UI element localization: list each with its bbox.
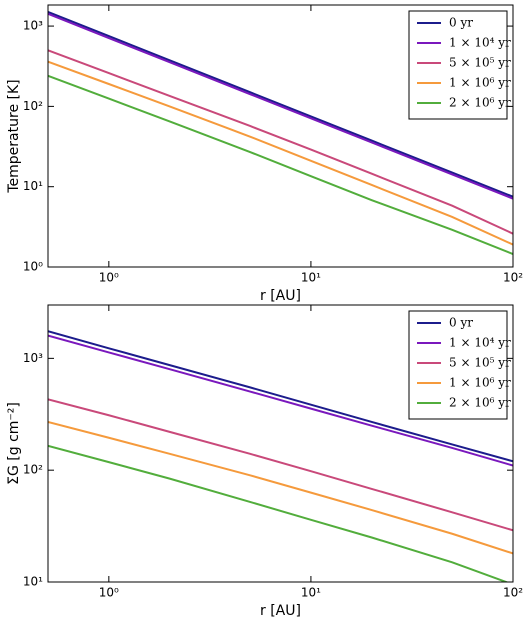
- legend-box: [408, 310, 508, 420]
- y-tick-label: 10³: [23, 19, 43, 33]
- x-axis-label: r [AU]: [260, 288, 301, 304]
- legend-label: 1 × 10⁶ yr: [449, 376, 511, 390]
- plot-area: [48, 11, 513, 255]
- legend-label: 2 × 10⁶ yr: [449, 96, 511, 110]
- x-tick-label: 10¹: [301, 271, 321, 285]
- x-tick-label: 10¹: [301, 586, 321, 600]
- legend-label: 0 yr: [449, 316, 473, 330]
- axes-frame: [47, 304, 514, 583]
- legend-label: 5 × 10⁵ yr: [449, 356, 511, 370]
- y-tick-label: 10⁰: [23, 260, 43, 274]
- legend-label: 1 × 10⁴ yr: [449, 36, 511, 50]
- series-line: [48, 420, 513, 555]
- y-axis-label: ΣG [g cm⁻²]: [6, 402, 22, 485]
- series-line: [48, 330, 513, 463]
- series-line: [48, 398, 513, 532]
- legend-label: 5 × 10⁵ yr: [449, 56, 511, 70]
- legend-label: 1 × 10⁴ yr: [449, 336, 511, 350]
- series-line: [48, 49, 513, 235]
- x-tick-label: 10²: [503, 271, 523, 285]
- axes-frame: [47, 4, 514, 268]
- legend-label: 1 × 10⁶ yr: [449, 76, 511, 90]
- y-tick-label: 10³: [23, 351, 43, 365]
- legend-box: [408, 10, 508, 120]
- x-axis-label: r [AU]: [260, 603, 301, 619]
- y-tick-label: 10²: [23, 463, 43, 477]
- x-tick-label: 10⁰: [99, 271, 119, 285]
- legend-label: 2 × 10⁶ yr: [449, 396, 511, 410]
- series-line: [48, 12, 513, 200]
- y-axis-label: Temperature [K]: [6, 79, 22, 193]
- y-tick-label: 10²: [23, 99, 43, 113]
- series-line: [48, 11, 513, 198]
- x-tick-label: 10⁰: [99, 586, 119, 600]
- legend-label: 0 yr: [449, 16, 473, 30]
- x-tick-label: 10²: [503, 586, 523, 600]
- plot-area: [48, 330, 513, 582]
- series-line: [48, 74, 513, 255]
- y-tick-label: 10¹: [23, 575, 43, 589]
- series-line: [48, 334, 513, 467]
- y-tick-label: 10¹: [23, 179, 43, 193]
- series-line: [48, 60, 513, 246]
- series-line: [48, 444, 510, 582]
